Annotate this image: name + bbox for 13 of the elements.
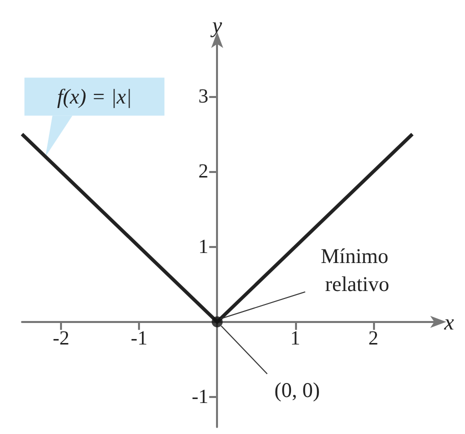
- x-tick-label: -2: [52, 328, 70, 350]
- annotation: (0, 0): [274, 378, 320, 402]
- y-tick-label: 1: [198, 236, 208, 258]
- x-tick-label: 1: [290, 328, 300, 350]
- annotation: Mínimo relativo: [320, 244, 394, 296]
- x-axis-title: x: [443, 309, 454, 334]
- y-tick-label: -1: [192, 386, 208, 408]
- y-axis-title: y: [210, 12, 222, 38]
- y-tick-label: 3: [198, 86, 208, 108]
- annotation: f(x) = |x|: [57, 84, 132, 109]
- x-tick-label: 2: [368, 328, 378, 350]
- y-tick-label: 2: [198, 160, 208, 183]
- x-tick-label: -1: [130, 328, 148, 350]
